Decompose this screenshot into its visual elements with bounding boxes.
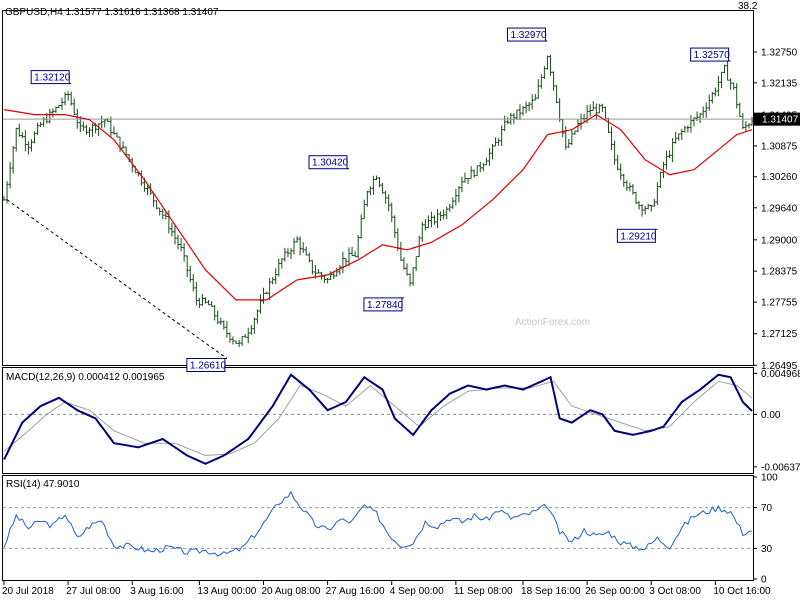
macd-axis: 0.004968 0.00 -0.006372 (3, 369, 800, 473)
symbol-header: GBPUSD,H4 1.31577 1.31616 1.31368 1.3140… (5, 7, 219, 18)
annotation-label: 1.32970 (510, 30, 547, 41)
x-tick-label: 3 Aug 16:00 (130, 586, 184, 597)
x-tick-label: 27 Aug 16:00 (326, 586, 385, 597)
x-tick-label: 20 Aug 08:00 (262, 586, 321, 597)
price-tick-label: 1.27755 (761, 298, 798, 309)
price-tick-label: 1.30875 (761, 141, 798, 152)
price-lines (3, 109, 753, 359)
x-tick-label: 13 Aug 00:00 (197, 586, 256, 597)
macd-signal-line (3, 380, 753, 457)
annotation-box (506, 27, 546, 42)
macd-tick-label: 0.00 (761, 410, 781, 421)
annotation-label: 1.32120 (34, 73, 71, 84)
fib-level-label: 38.2 (738, 1, 758, 12)
x-tick-label: 20 Jul 2018 (2, 586, 54, 597)
macd-main-line (3, 373, 753, 465)
annotation-box (186, 357, 226, 372)
price-tick-label: 1.32750 (761, 48, 798, 59)
price-annotation: 1.26610 (186, 357, 227, 372)
price-annotation: 1.27840 (363, 297, 404, 312)
rsi-tick-label: 70 (761, 503, 773, 514)
rsi-tick-label: 0 (761, 575, 767, 586)
annotation-label: 1.30420 (312, 158, 349, 169)
rsi-tick-label: 100 (761, 473, 778, 484)
price-annotation: 1.32120 (30, 70, 72, 85)
rsi-label: RSI(14) 47.9010 (6, 479, 80, 490)
price-tick-label: 1.26495 (761, 361, 798, 372)
x-tick-label: 3 Oct 08:00 (649, 586, 701, 597)
rsi-line (3, 490, 753, 557)
price-annotation: 1.29210 (616, 228, 658, 243)
x-tick-label: 11 Sep 08:00 (454, 586, 513, 597)
annotation-label: 1.27840 (367, 300, 404, 311)
watermark: ActionForex.com (515, 317, 590, 328)
price-tick-label: 1.32135 (761, 78, 798, 89)
price-tick-label: 1.27125 (761, 329, 798, 340)
last-price-label: 1.31407 (762, 115, 799, 126)
moving-average-line (3, 109, 753, 301)
price-annotations: 1.32120 1.26610 1.30420 1.27840 1.32970 1.292… (30, 27, 731, 372)
macd-label: MACD(12,26,9) 0.000412 0.001965 (6, 372, 165, 383)
rsi-lines (3, 490, 753, 557)
annotation-label: 1.32570 (694, 50, 731, 61)
macd-tick-label: -0.006372 (761, 462, 800, 473)
rsi-axis: 100 70 30 0 (3, 473, 778, 586)
last-price-tag (754, 112, 800, 126)
x-tick-label: 18 Sep 16:00 (521, 586, 581, 597)
annotation-box (616, 228, 656, 243)
macd-tick-label: 0.004968 (761, 369, 800, 380)
annotation-box (690, 47, 730, 62)
macd-panel (2, 367, 754, 474)
x-axis: 20 Jul 2018 27 Jul 08:00 3 Aug 16:00 13 Aug… (2, 581, 771, 597)
price-annotation: 1.32570 (690, 47, 731, 62)
price-annotation: 1.32970 (506, 27, 548, 42)
price-tick-label: 1.30260 (761, 172, 798, 183)
rsi-tick-label: 30 (761, 544, 773, 555)
annotation-box (308, 155, 348, 170)
rsi-panel (2, 475, 754, 581)
price-tick-label: 1.29000 (761, 235, 798, 246)
annotation-label: 1.26610 (190, 360, 227, 371)
price-tick-label: 1.28375 (761, 267, 798, 278)
price-panel (2, 10, 754, 366)
x-tick-label: 27 Jul 08:00 (66, 586, 121, 597)
annotation-label: 1.29210 (620, 231, 657, 242)
macd-lines (3, 373, 753, 465)
price-annotation: 1.30420 (308, 155, 349, 170)
x-tick-label: 4 Sep 00:00 (390, 586, 444, 597)
annotation-box (30, 70, 70, 85)
price-tick-label: 1.29640 (761, 203, 798, 214)
x-tick-label: 26 Sep 00:00 (585, 586, 645, 597)
x-tick-label: 10 Oct 16:00 (713, 586, 771, 597)
annotation-box (363, 297, 403, 312)
